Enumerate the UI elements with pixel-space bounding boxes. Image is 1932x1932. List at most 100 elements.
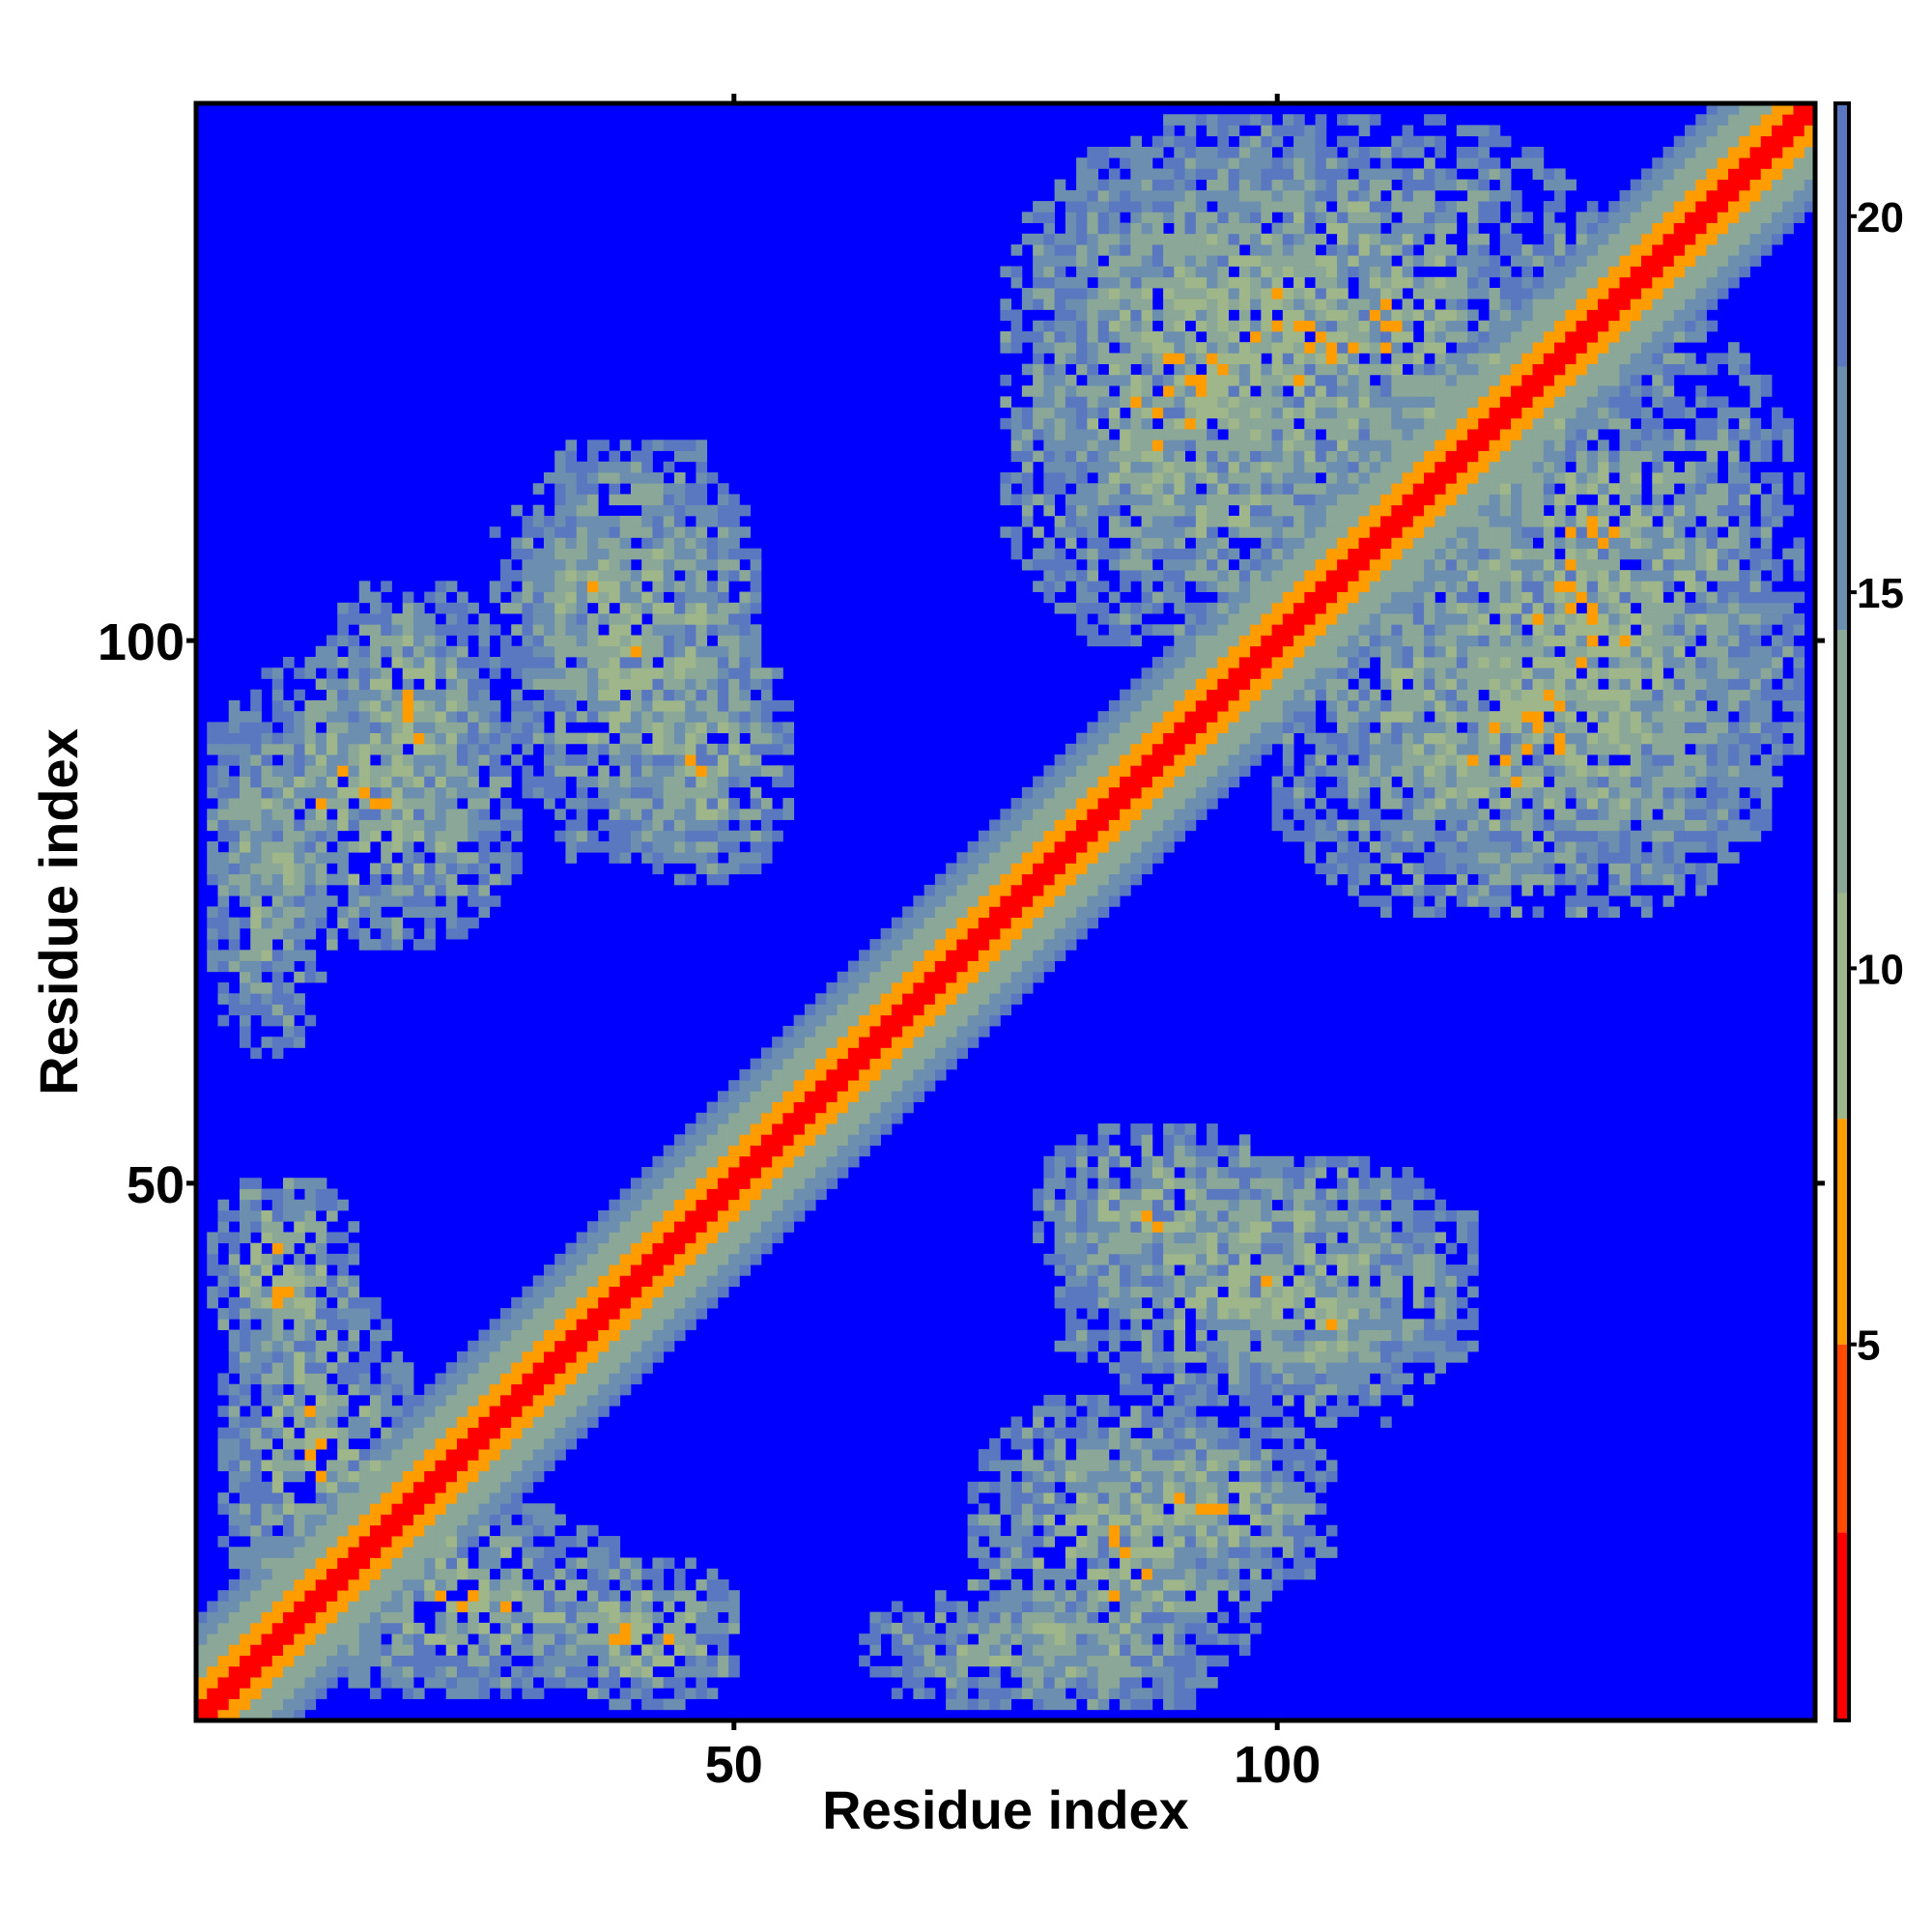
heatmap-cell bbox=[728, 1665, 740, 1678]
heatmap-cell bbox=[956, 906, 969, 919]
heatmap-cell bbox=[522, 1427, 534, 1439]
heatmap-cell bbox=[1108, 873, 1121, 886]
heatmap-cell bbox=[358, 1383, 371, 1396]
heatmap-cell bbox=[1054, 581, 1066, 592]
heatmap-cell bbox=[554, 581, 566, 592]
heatmap-cell bbox=[424, 1394, 436, 1406]
heatmap-cell bbox=[1130, 635, 1143, 647]
heatmap-cell bbox=[609, 581, 621, 592]
heatmap-cell bbox=[837, 1025, 849, 1037]
heatmap-cell bbox=[358, 754, 371, 766]
heatmap-cell bbox=[1108, 743, 1121, 755]
heatmap-cell bbox=[294, 884, 305, 896]
heatmap-cell bbox=[1108, 1427, 1121, 1439]
heatmap-cell bbox=[532, 699, 545, 712]
heatmap-cell bbox=[1120, 1492, 1131, 1504]
heatmap-cell bbox=[1097, 809, 1110, 820]
heatmap-cell bbox=[1054, 1578, 1066, 1591]
heatmap-cell bbox=[326, 743, 338, 755]
heatmap-cell bbox=[696, 1665, 708, 1678]
heatmap-cell bbox=[989, 993, 1001, 1005]
heatmap-cell bbox=[663, 722, 675, 734]
heatmap-cell bbox=[1010, 1547, 1023, 1558]
heatmap-cell bbox=[250, 689, 262, 701]
heatmap-cell bbox=[478, 1492, 491, 1504]
heatmap-cell bbox=[641, 656, 653, 668]
heatmap-cell bbox=[1076, 1688, 1088, 1699]
heatmap-cell bbox=[989, 950, 1001, 961]
heatmap-cell bbox=[412, 786, 425, 799]
heatmap-cell bbox=[760, 1091, 773, 1103]
heatmap-cell bbox=[250, 1709, 262, 1721]
heatmap-cell bbox=[1054, 1449, 1066, 1461]
heatmap-cell bbox=[641, 1611, 653, 1624]
heatmap-cell bbox=[793, 1037, 806, 1048]
heatmap-cell bbox=[456, 754, 469, 766]
heatmap-cell bbox=[565, 1362, 578, 1374]
heatmap-cell bbox=[239, 1025, 251, 1037]
heatmap-cell bbox=[739, 711, 752, 723]
heatmap-cell bbox=[543, 1264, 555, 1276]
heatmap-cell bbox=[445, 765, 458, 777]
heatmap-cell bbox=[978, 1524, 990, 1537]
heatmap-cell bbox=[598, 1242, 610, 1255]
heatmap-cell bbox=[217, 1449, 230, 1461]
heatmap-cell bbox=[1043, 450, 1056, 463]
heatmap-cell bbox=[358, 1373, 371, 1385]
heatmap-cell bbox=[609, 1644, 621, 1656]
heatmap-cell bbox=[652, 1188, 665, 1201]
heatmap-cell bbox=[1054, 1460, 1066, 1471]
heatmap-cell bbox=[250, 1275, 262, 1287]
heatmap-cell bbox=[326, 1253, 338, 1265]
heatmap-cell bbox=[1043, 244, 1056, 256]
heatmap-cell bbox=[348, 668, 360, 679]
heatmap-cell bbox=[609, 613, 621, 625]
heatmap-cell bbox=[641, 624, 653, 636]
heatmap-cell bbox=[1151, 1503, 1164, 1515]
heatmap-cell bbox=[706, 1188, 719, 1201]
heatmap-cell bbox=[782, 1037, 795, 1048]
heatmap-cell bbox=[468, 819, 479, 832]
heatmap-cell bbox=[1054, 515, 1066, 527]
heatmap-cell bbox=[369, 1351, 382, 1363]
heatmap-cell bbox=[1130, 1470, 1143, 1483]
heatmap-cell bbox=[739, 863, 752, 875]
heatmap-cell bbox=[641, 722, 653, 734]
heatmap-cell bbox=[478, 798, 491, 810]
heatmap-cell bbox=[304, 840, 317, 853]
heatmap-cell bbox=[424, 798, 436, 810]
heatmap-cell bbox=[717, 548, 729, 560]
heatmap-cell bbox=[913, 1634, 925, 1645]
heatmap-cell bbox=[598, 645, 610, 658]
heatmap-cell bbox=[489, 895, 501, 907]
heatmap-cell bbox=[1151, 1286, 1164, 1298]
heatmap-cell bbox=[391, 809, 404, 820]
heatmap-cell bbox=[412, 602, 425, 614]
heatmap-cell bbox=[696, 440, 708, 451]
heatmap-cell bbox=[1120, 1199, 1131, 1211]
heatmap-cell bbox=[326, 1340, 338, 1352]
heatmap-cell bbox=[696, 515, 708, 527]
heatmap-cell bbox=[543, 537, 555, 550]
heatmap-cell bbox=[619, 852, 632, 864]
heatmap-cell bbox=[609, 840, 621, 853]
heatmap-cell bbox=[1141, 1634, 1153, 1645]
heatmap-cell bbox=[1010, 429, 1023, 440]
heatmap-cell bbox=[261, 1319, 273, 1330]
heatmap-cell bbox=[652, 699, 665, 712]
heatmap-cell bbox=[1120, 429, 1131, 440]
heatmap-cell bbox=[1130, 179, 1143, 191]
heatmap-cell bbox=[369, 884, 382, 896]
heatmap-cell bbox=[1141, 483, 1153, 495]
heatmap-cell bbox=[1054, 1416, 1066, 1429]
heatmap-cell bbox=[1033, 526, 1044, 538]
heatmap-cell bbox=[207, 906, 218, 919]
heatmap-cell bbox=[913, 1688, 925, 1699]
heatmap-cell bbox=[902, 1004, 914, 1016]
heatmap-cell bbox=[499, 1340, 512, 1352]
heatmap-cell bbox=[445, 613, 458, 625]
heatmap-cell bbox=[673, 1209, 686, 1222]
heatmap-cell bbox=[652, 1340, 665, 1352]
heatmap-cell bbox=[391, 917, 404, 929]
heatmap-cell bbox=[402, 1394, 414, 1406]
